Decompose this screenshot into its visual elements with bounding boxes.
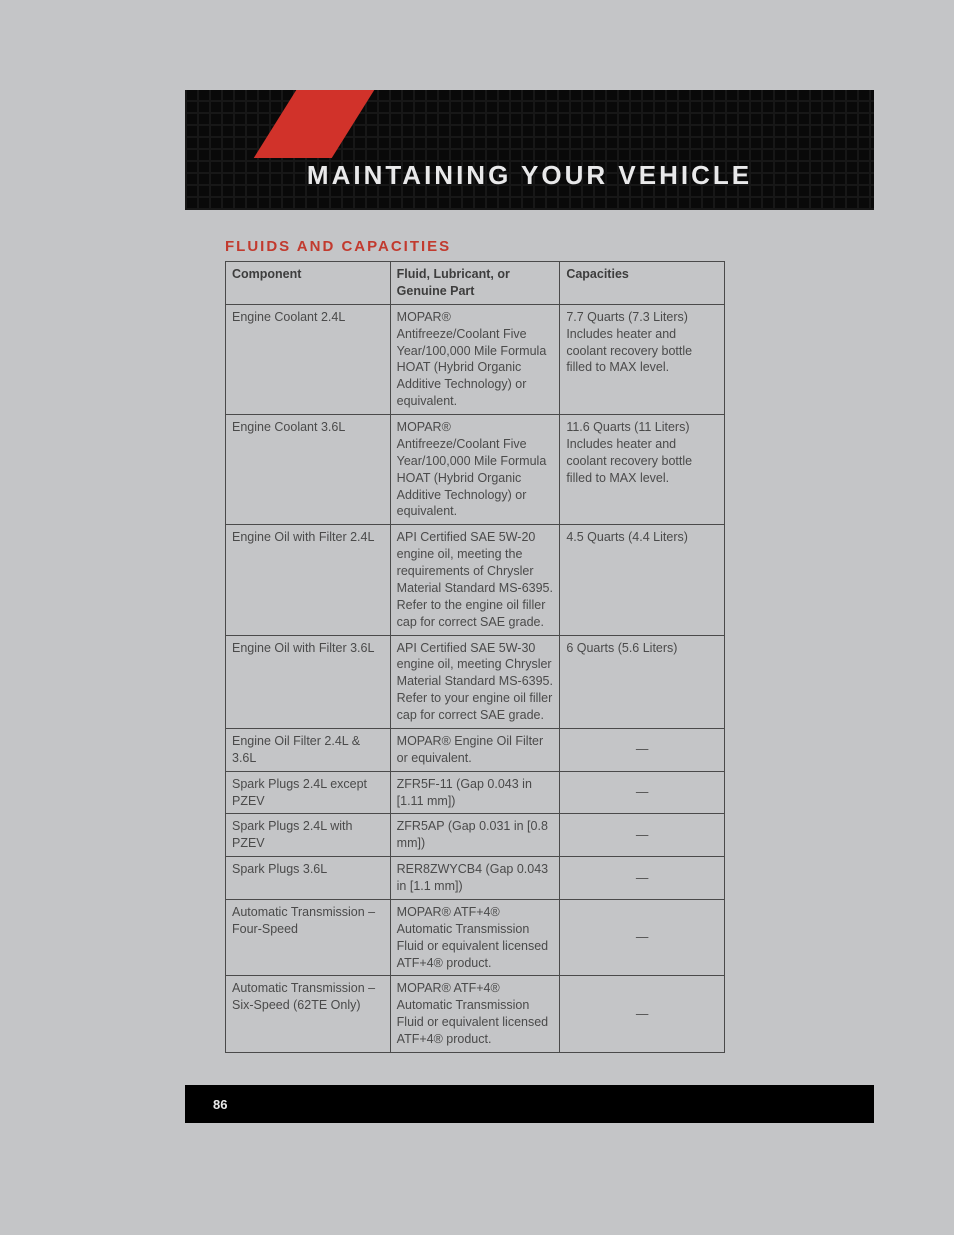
cell-component: Automatic Transmission – Four-Speed <box>226 899 391 976</box>
table-row: Automatic Transmission – Four-SpeedMOPAR… <box>226 899 725 976</box>
table-row: Engine Oil with Filter 2.4LAPI Certified… <box>226 525 725 635</box>
page-footer: 86 <box>185 1085 874 1123</box>
cell-component: Engine Coolant 2.4L <box>226 304 391 414</box>
cell-part: ZFR5AP (Gap 0.031 in [0.8 mm]) <box>390 814 560 857</box>
header-banner: MAINTAINING YOUR VEHICLE <box>185 90 874 210</box>
table-row: Spark Plugs 2.4L except PZEVZFR5F-11 (Ga… <box>226 771 725 814</box>
content-area: FLUIDS AND CAPACITIES Component Fluid, L… <box>225 238 725 1053</box>
cell-part: RER8ZWYCB4 (Gap 0.043 in [1.1 mm]) <box>390 857 560 900</box>
cell-component: Engine Coolant 3.6L <box>226 415 391 525</box>
cell-component: Automatic Transmission – Six-Speed (62TE… <box>226 976 391 1053</box>
table-row: Automatic Transmission – Six-Speed (62TE… <box>226 976 725 1053</box>
cell-component: Engine Oil Filter 2.4L & 3.6L <box>226 728 391 771</box>
page-number: 86 <box>213 1097 227 1112</box>
cell-part: API Certified SAE 5W-30 engine oil, meet… <box>390 635 560 728</box>
cell-capacity: — <box>560 976 725 1053</box>
cell-capacity: — <box>560 728 725 771</box>
table-row: Spark Plugs 2.4L with PZEVZFR5AP (Gap 0.… <box>226 814 725 857</box>
cell-component: Spark Plugs 3.6L <box>226 857 391 900</box>
col-header-component: Component <box>226 262 391 305</box>
table-header-row: Component Fluid, Lubricant, or Genuine P… <box>226 262 725 305</box>
cell-component: Spark Plugs 2.4L except PZEV <box>226 771 391 814</box>
cell-part: MOPAR® ATF+4® Automatic Transmission Flu… <box>390 899 560 976</box>
page-title: MAINTAINING YOUR VEHICLE <box>185 160 874 191</box>
cell-capacity: — <box>560 814 725 857</box>
cell-capacity: 11.6 Quarts (11 Liters) Includes heater … <box>560 415 725 525</box>
brand-slash-icon <box>275 90 395 158</box>
cell-part: ZFR5F-11 (Gap 0.043 in [1.11 mm]) <box>390 771 560 814</box>
cell-capacity: — <box>560 857 725 900</box>
cell-part: MOPAR® Antifreeze/Coolant Five Year/100,… <box>390 415 560 525</box>
table-row: Engine Coolant 2.4LMOPAR® Antifreeze/Coo… <box>226 304 725 414</box>
cell-part: MOPAR® ATF+4® Automatic Transmission Flu… <box>390 976 560 1053</box>
cell-part: MOPAR® Engine Oil Filter or equivalent. <box>390 728 560 771</box>
cell-capacity: — <box>560 771 725 814</box>
cell-capacity: 6 Quarts (5.6 Liters) <box>560 635 725 728</box>
table-row: Engine Oil Filter 2.4L & 3.6LMOPAR® Engi… <box>226 728 725 771</box>
cell-part: API Certified SAE 5W-20 engine oil, meet… <box>390 525 560 635</box>
cell-capacity: — <box>560 899 725 976</box>
col-header-capacity: Capacities <box>560 262 725 305</box>
section-heading: FLUIDS AND CAPACITIES <box>225 238 725 255</box>
cell-capacity: 7.7 Quarts (7.3 Liters) Includes heater … <box>560 304 725 414</box>
cell-component: Engine Oil with Filter 3.6L <box>226 635 391 728</box>
cell-component: Spark Plugs 2.4L with PZEV <box>226 814 391 857</box>
table-row: Spark Plugs 3.6LRER8ZWYCB4 (Gap 0.043 in… <box>226 857 725 900</box>
table-row: Engine Coolant 3.6LMOPAR® Antifreeze/Coo… <box>226 415 725 525</box>
col-header-part: Fluid, Lubricant, or Genuine Part <box>390 262 560 305</box>
cell-capacity: 4.5 Quarts (4.4 Liters) <box>560 525 725 635</box>
cell-component: Engine Oil with Filter 2.4L <box>226 525 391 635</box>
fluids-table: Component Fluid, Lubricant, or Genuine P… <box>225 261 725 1053</box>
table-row: Engine Oil with Filter 3.6LAPI Certified… <box>226 635 725 728</box>
cell-part: MOPAR® Antifreeze/Coolant Five Year/100,… <box>390 304 560 414</box>
